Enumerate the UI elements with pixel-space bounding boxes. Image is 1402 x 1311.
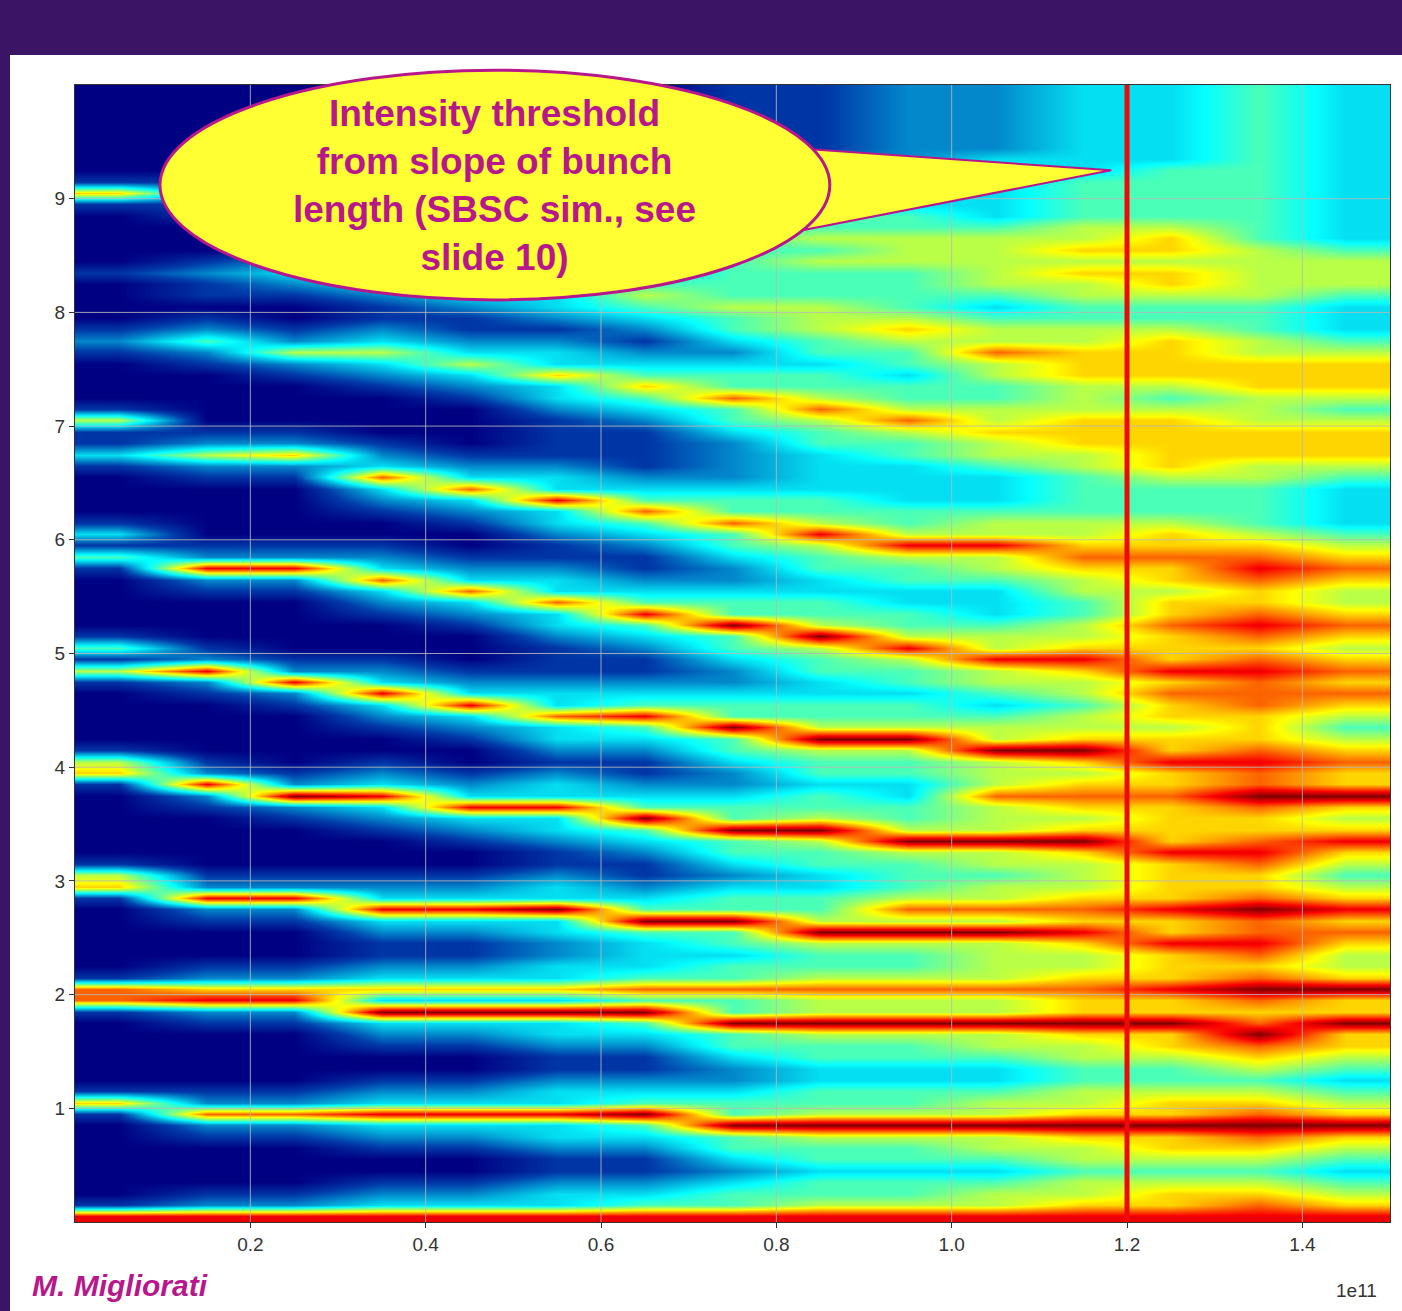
svg-text:3: 3 (55, 871, 66, 892)
svg-text:1.2: 1.2 (1114, 1234, 1140, 1255)
svg-text:1.4: 1.4 (1289, 1234, 1316, 1255)
svg-text:2: 2 (55, 984, 66, 1005)
svg-text:6: 6 (55, 529, 66, 550)
svg-text:9: 9 (55, 188, 66, 209)
svg-text:1e11: 1e11 (1336, 1280, 1377, 1301)
svg-text:0.4: 0.4 (412, 1234, 439, 1255)
svg-text:8: 8 (55, 302, 66, 323)
svg-text:M. Migliorati: M. Migliorati (32, 1269, 208, 1302)
svg-text:5: 5 (55, 643, 66, 664)
svg-text:1: 1 (55, 1098, 66, 1119)
svg-text:4: 4 (55, 757, 66, 778)
svg-text:0.2: 0.2 (237, 1234, 263, 1255)
svg-text:1.0: 1.0 (938, 1234, 964, 1255)
svg-text:0.6: 0.6 (588, 1234, 614, 1255)
svg-text:0.8: 0.8 (763, 1234, 789, 1255)
svg-text:7: 7 (55, 416, 66, 437)
svg-text:Intensity thresholdfrom slope: Intensity thresholdfrom slope of bunchle… (293, 93, 696, 278)
